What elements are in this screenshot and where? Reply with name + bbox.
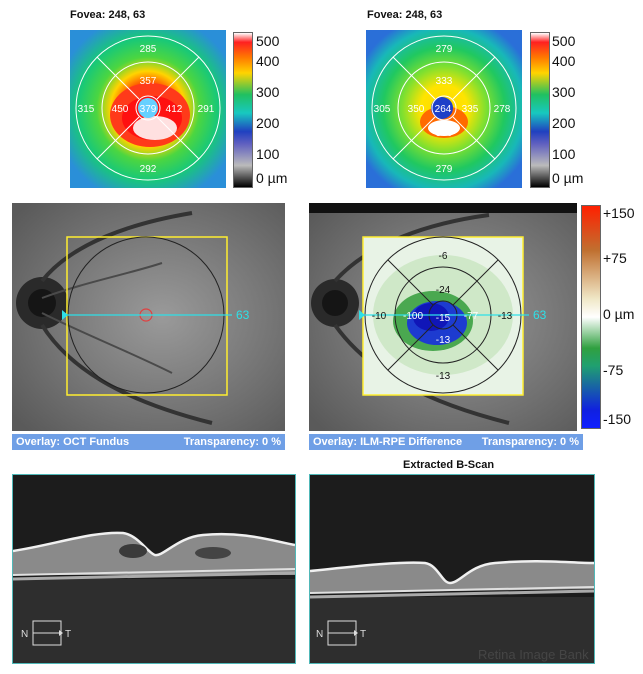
left-sector-nasal-inner: 450 xyxy=(112,104,129,115)
diff-sector-inferior-outer: -13 xyxy=(436,371,451,382)
right-sector-center: 264 xyxy=(435,104,452,115)
diff-sector-temporal-inner: -77 xyxy=(464,311,479,322)
right-thickness-map: 279 333 305 350 264 335 278 360 279 xyxy=(366,30,522,188)
diff-sector-inferior-inner: -13 xyxy=(436,335,451,346)
left-scale-300: 300 xyxy=(256,84,280,100)
left-sector-center: 379 xyxy=(140,104,157,115)
right-scale-300: 300 xyxy=(552,84,576,100)
left-sector-superior-outer: 285 xyxy=(140,44,157,55)
diff-sector-superior-outer: -6 xyxy=(439,251,448,262)
right-sector-nasal-inner: 350 xyxy=(408,104,425,115)
right-fundus-image[interactable]: 63 -6 -24 -10 -100 -15 -77 -13 -13 -13 xyxy=(309,203,577,431)
left-scale-0: 0 µm xyxy=(256,170,288,186)
right-sector-nasal-outer: 305 xyxy=(374,104,391,115)
diff-scale-plus150: +150 xyxy=(603,205,635,221)
right-scan-marker: 63 xyxy=(533,308,547,322)
right-overlay-bar[interactable]: Overlay: ILM-RPE Difference Transparency… xyxy=(309,434,583,450)
left-bscan-n: N xyxy=(21,629,28,640)
right-bscan[interactable]: N T Retina Image Bank xyxy=(309,474,595,664)
diff-sector-temporal-outer: -13 xyxy=(498,311,513,322)
left-sector-superior-inner: 357 xyxy=(140,76,157,87)
left-thickness-map: 285 357 315 450 379 412 291 292 xyxy=(70,30,226,188)
left-overlay-label: Overlay: OCT Fundus xyxy=(16,436,130,448)
right-sector-temporal-inner: 335 xyxy=(462,104,479,115)
diff-scale-minus75: -75 xyxy=(603,362,624,378)
left-scale-100: 100 xyxy=(256,146,280,162)
right-scale-400: 400 xyxy=(552,53,576,69)
right-fovea-label: Fovea: 248, 63 xyxy=(367,9,443,21)
right-scale-200: 200 xyxy=(552,115,576,131)
left-sector-inferior-outer: 292 xyxy=(140,164,157,175)
difference-color-scale xyxy=(581,205,601,429)
right-sector-inferior-outer: 279 xyxy=(436,164,453,175)
left-sector-temporal-outer: 291 xyxy=(198,104,215,115)
left-bscan[interactable]: N T xyxy=(12,474,296,664)
right-transparency-label[interactable]: Transparency: 0 % xyxy=(481,436,579,448)
left-scale-400: 400 xyxy=(256,53,280,69)
right-scale-0: 0 µm xyxy=(552,170,584,186)
right-overlay-label: Overlay: ILM-RPE Difference xyxy=(313,436,463,448)
diff-sector-superior-inner: -24 xyxy=(436,285,451,296)
right-sector-superior-outer: 279 xyxy=(436,44,453,55)
left-bscan-t: T xyxy=(65,629,71,640)
right-sector-temporal-outer: 278 xyxy=(494,104,511,115)
diff-sector-center: -15 xyxy=(436,313,451,324)
right-sector-inferior-inner: 360 xyxy=(436,128,453,139)
right-thickness-color-scale xyxy=(530,32,550,188)
left-overlay-bar[interactable]: Overlay: OCT Fundus Transparency: 0 % xyxy=(12,434,285,450)
right-bscan-t: T xyxy=(360,629,366,640)
left-transparency-label[interactable]: Transparency: 0 % xyxy=(183,436,281,448)
left-fundus-image[interactable]: 63 xyxy=(12,203,285,431)
left-scan-marker: 63 xyxy=(236,308,250,322)
left-sector-nasal-outer: 315 xyxy=(78,104,95,115)
left-scale-500: 500 xyxy=(256,33,280,49)
left-fovea-label: Fovea: 248, 63 xyxy=(70,9,146,21)
extracted-bscan-title: Extracted B-Scan xyxy=(403,459,495,471)
left-sector-temporal-inner: 412 xyxy=(166,104,183,115)
diff-sector-nasal-inner: -100 xyxy=(403,311,423,322)
right-scale-500: 500 xyxy=(552,33,576,49)
diff-scale-plus75: +75 xyxy=(603,250,627,266)
diff-scale-0: 0 µm xyxy=(603,306,635,322)
right-bscan-n: N xyxy=(316,629,323,640)
watermark: Retina Image Bank xyxy=(478,647,589,662)
right-sector-superior-inner: 333 xyxy=(436,76,453,87)
left-thickness-color-scale xyxy=(233,32,253,188)
diff-scale-minus150: -150 xyxy=(603,411,632,427)
right-scale-100: 100 xyxy=(552,146,576,162)
left-scale-200: 200 xyxy=(256,115,280,131)
diff-sector-nasal-outer: -10 xyxy=(372,311,387,322)
